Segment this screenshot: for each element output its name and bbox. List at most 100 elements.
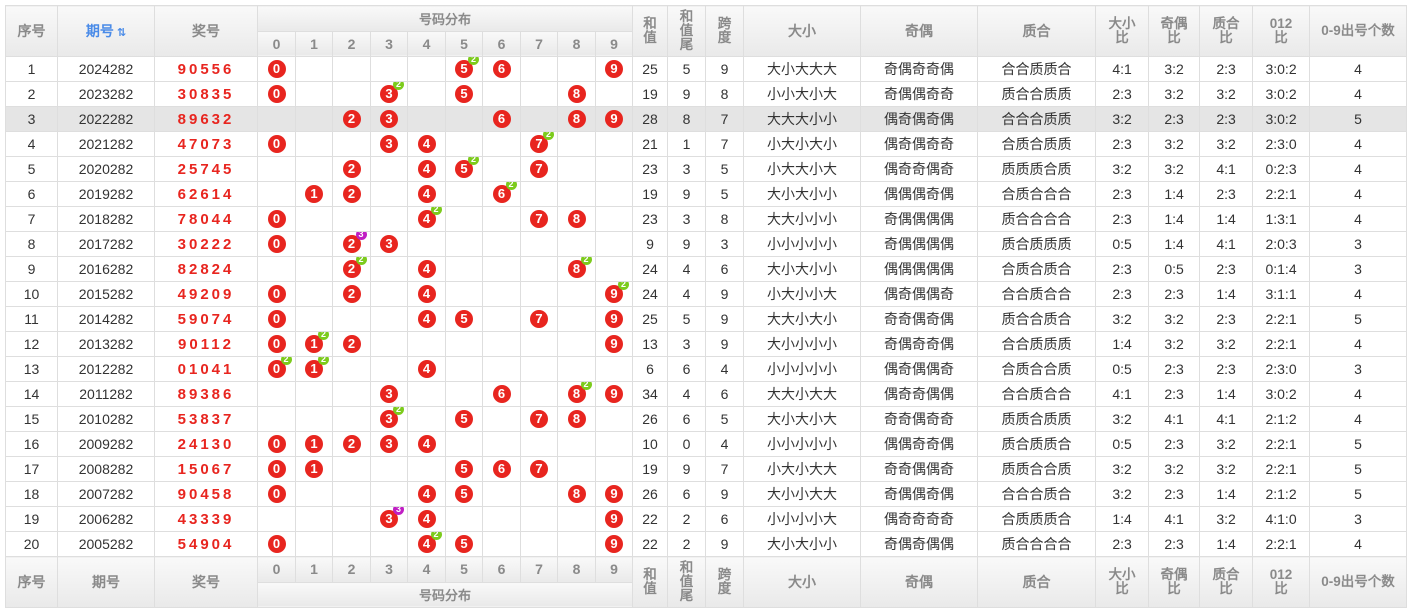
drawn-ball: 1	[305, 435, 323, 453]
distribution-cell-4: 4	[407, 131, 446, 157]
distribution-cell-4: 4	[407, 256, 446, 282]
row-012-ratio: 2:1:2	[1252, 481, 1311, 507]
header-digit-8: 8	[557, 30, 596, 57]
row-prime-composite: 合质合质质	[977, 131, 1097, 157]
table-row[interactable]: 8 2017282 30222 0 2 3 3 9 9 3 小小小小小 奇偶偶偶偶 质合质质质 0:5 1:…	[5, 231, 1408, 257]
drawn-ball: 2	[342, 185, 361, 203]
repeat-count-badge: 2	[430, 532, 442, 540]
distribution-cell-0	[257, 181, 296, 207]
distribution-cell-9: 9	[594, 531, 634, 557]
row-prize-number: 54904	[154, 531, 258, 557]
table-row[interactable]: 12 2013282 90112 0 1 2 2 9 13 3 9 大小小小小 奇偶奇奇偶 合合质质质 1:…	[5, 331, 1408, 357]
row-seq: 13	[5, 356, 58, 382]
row-odd-even: 偶奇偶奇偶	[860, 106, 979, 132]
table-row[interactable]: 4 2021282 47073 0 3 4 7 2 21 1 7 小大小大小 偶奇偶奇奇 合质合质质 2:3…	[5, 131, 1408, 157]
distribution-cell-9: 9	[594, 331, 634, 357]
row-period: 2005282	[57, 531, 155, 557]
row-prime-composite: 合合质合合	[977, 381, 1097, 407]
row-prime-composite: 质合合质质	[977, 81, 1097, 107]
distribution-cell-7	[520, 356, 558, 382]
row-pc-ratio: 2:3	[1199, 306, 1254, 332]
footer-digit-5: 5	[445, 556, 483, 583]
row-big-small: 小大小小大	[743, 281, 862, 307]
drawn-ball: 7	[530, 210, 548, 228]
table-row[interactable]: 6 2019282 62614 1 2 4 6 2 19 9 5 大小大小小 偶偶偶奇偶 合质合合合 2:3…	[5, 181, 1408, 207]
table-row[interactable]: 13 2012282 01041 0 2 1 2 4 6 6 4 小小小小小 偶奇偶偶奇 合质合合质 0:5…	[5, 356, 1408, 382]
row-sum: 19	[632, 181, 669, 207]
row-count-0-9: 4	[1309, 406, 1408, 432]
drawn-ball: 8	[567, 85, 586, 103]
table-row[interactable]: 14 2011282 89386 3 6 8 2 9 34 4 6 大大小大大 偶奇奇偶偶 合合质合合 4:…	[5, 381, 1408, 407]
table-row[interactable]: 5 2020282 25745 2 4 5 2 7 23 3 5 小大大小大 偶奇奇偶奇 质质质合质 3:2…	[5, 156, 1408, 182]
sort-icon[interactable]: ⇅	[116, 27, 127, 39]
table-row[interactable]: 20 2005282 54904 0 4 2 5 9 22 2 9 大小大小小 奇偶奇偶偶 质合合合合 2:…	[5, 531, 1408, 557]
table-row[interactable]: 16 2009282 24130 0 1 2 3 4 10 0 4 小小小小小 偶偶奇奇偶 质合质质合 0:…	[5, 431, 1408, 457]
table-row[interactable]: 11 2014282 59074 0 4 5 7 9 25 5 9 大大小大小 奇奇偶奇偶 质合合质合 3:…	[5, 306, 1408, 332]
row-oe-ratio: 3:2	[1148, 456, 1201, 482]
row-odd-even: 奇奇偶偶奇	[860, 456, 979, 482]
row-sum-tail: 3	[667, 206, 707, 232]
footer-digit-3: 3	[370, 556, 408, 583]
distribution-cell-4	[407, 406, 446, 432]
row-oe-ratio: 2:3	[1148, 531, 1201, 557]
distribution-cell-6	[482, 131, 521, 157]
distribution-cell-8: 8	[557, 406, 596, 432]
row-bs-ratio: 1:4	[1095, 331, 1150, 357]
row-bs-ratio: 2:3	[1095, 206, 1150, 232]
row-012-ratio: 2:1:2	[1252, 406, 1311, 432]
repeat-count-badge: 2	[393, 82, 404, 90]
table-row[interactable]: 17 2008282 15067 0 1 5 6 7 19 9 7 小大小大大 奇奇偶偶奇 质质合合质 3:…	[5, 456, 1408, 482]
drawn-ball: 9	[605, 485, 624, 503]
table-row[interactable]: 9 2016282 82824 2 2 4 8 2 24 4 6 大小大小小 偶偶偶偶偶 合质合质合 2:3…	[5, 256, 1408, 282]
distribution-cell-4: 4	[407, 156, 446, 182]
table-row[interactable]: 18 2007282 90458 0 4 5 8 9 26 6 9 大小小大大 奇偶偶奇偶 合合合质合 3:…	[5, 481, 1408, 507]
row-period: 2008282	[57, 456, 155, 482]
table-row[interactable]: 7 2018282 78044 0 4 2 7 8 23 3 8 大大小小小 奇偶偶偶偶 质合合合合 2:3…	[5, 206, 1408, 232]
header-period-sortable[interactable]: 期号 ⇅	[57, 5, 155, 57]
row-big-small: 大小大小小	[743, 256, 862, 282]
row-sum-tail: 6	[667, 481, 707, 507]
distribution-cell-9	[594, 431, 634, 457]
table-row[interactable]: 3 2022282 89632 2 3 6 8 9 28 8 7 大大大小小 偶奇偶奇偶 合合合质质 3:2…	[5, 106, 1408, 132]
distribution-cell-7	[520, 256, 558, 282]
distribution-cell-0: 0	[257, 431, 296, 457]
row-sum: 26	[632, 406, 669, 432]
table-row[interactable]: 15 2010282 53837 3 2 5 7 8 26 6 5 大小大小大 奇奇偶奇奇 质质合质质 3:…	[5, 406, 1408, 432]
header-span: 跨度	[705, 5, 745, 57]
row-prime-composite: 质合合合合	[977, 531, 1097, 557]
distribution-cell-7	[520, 431, 558, 457]
distribution-cell-9	[594, 456, 634, 482]
drawn-ball: 0	[267, 485, 286, 503]
drawn-ball: 0	[267, 310, 286, 328]
row-bs-ratio: 4:1	[1095, 56, 1150, 82]
distribution-cell-5	[445, 256, 483, 282]
repeat-count-badge: 3	[355, 232, 367, 240]
table-row[interactable]: 10 2015282 49209 0 2 4 9 2 24 4 9 小大小小大 偶奇偶偶奇 合合质合合 2:…	[5, 281, 1408, 307]
distribution-cell-0: 0	[257, 306, 296, 332]
row-count-0-9: 4	[1309, 331, 1408, 357]
row-period: 2013282	[57, 331, 155, 357]
distribution-cell-7	[520, 481, 558, 507]
distribution-cell-6	[482, 506, 521, 532]
footer-period: 期号	[57, 556, 155, 608]
row-pc-ratio: 2:3	[1199, 56, 1254, 82]
distribution-cell-9: 9	[594, 506, 634, 532]
row-012-ratio: 3:0:2	[1252, 56, 1311, 82]
distribution-cell-8	[557, 331, 596, 357]
distribution-cell-8: 8	[557, 481, 596, 507]
repeat-count-badge: 2	[505, 182, 517, 190]
drawn-ball: 4	[417, 285, 436, 303]
distribution-cell-2	[332, 306, 371, 332]
header-digit-1: 1	[295, 30, 333, 57]
table-row[interactable]: 1 2024282 90556 0 5 2 6 9 25 5 9 大小大大大 奇偶奇奇偶 合合质质合 4:1…	[5, 56, 1408, 82]
row-sum: 10	[632, 431, 669, 457]
footer-odd-even: 奇偶	[860, 556, 979, 608]
table-row[interactable]: 19 2006282 43339 3 3 4 9 22 2 6 小小小小大 偶奇奇奇奇 合质质质合 1:4…	[5, 506, 1408, 532]
table-row[interactable]: 2 2023282 30835 0 3 2 5 8 19 9 8 小小大小大 奇偶偶奇奇 质合合质质 2:3…	[5, 81, 1408, 107]
footer-digit-row: 序号 期号 奖号 0 1 2 3 4 5 6 7 8 9 和值 和值尾 跨度 大小 奇偶 质合 大小比 奇偶比 质合…	[5, 556, 1408, 608]
row-prize-number: 89632	[154, 106, 258, 132]
row-seq: 20	[5, 531, 58, 557]
repeat-count-badge: 2	[580, 382, 592, 390]
